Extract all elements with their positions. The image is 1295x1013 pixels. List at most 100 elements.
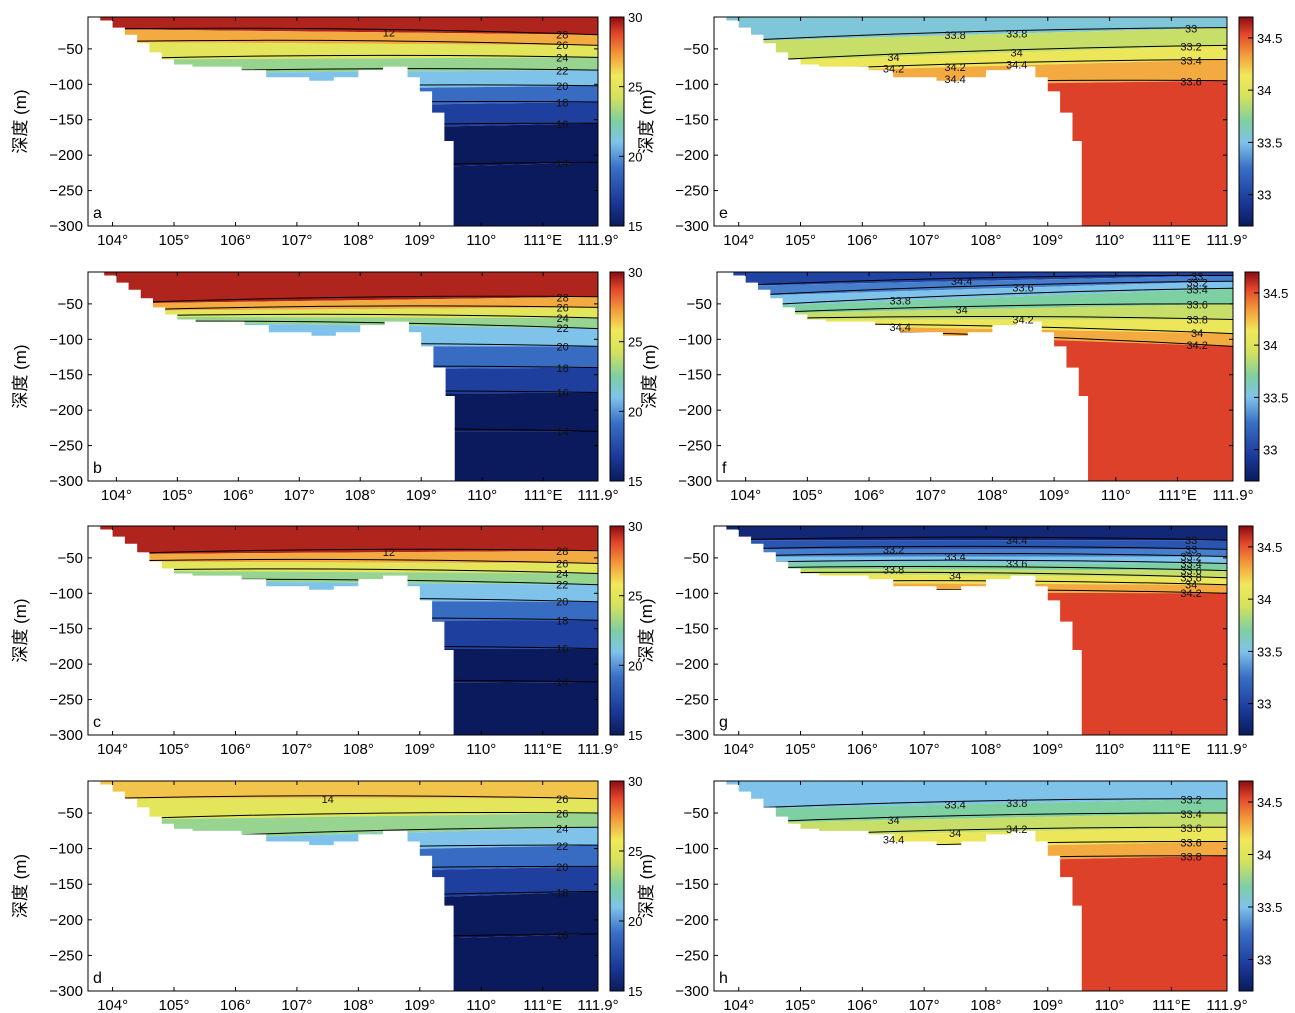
y-tick-label-b: −50 [58, 296, 83, 313]
y-tick-label-g: −100 [675, 585, 709, 602]
x-tick-label-g: 108° [970, 741, 1001, 758]
contour-label-f: 34.4 [951, 276, 972, 288]
contour-label-g: 34.2 [1180, 588, 1201, 600]
x-tick-label-h: 109° [1032, 997, 1063, 1013]
contour-label-h: 34.4 [883, 835, 904, 847]
contour-label-e: 34 [1011, 48, 1023, 60]
axes-frame-d [87, 780, 599, 992]
colorbar-a: 15 20 25 30 [609, 10, 642, 234]
contour-labels-h: 33.2 33.4 33.6 33.6 33.8 33.8 34 34 34.2 34.4 33.4 [883, 795, 1202, 864]
x-axis-d: 104° 105° 106° 107° 108° 109° 110° 111°E 111.9° [97, 781, 619, 1013]
y-tick-label-f: −250 [678, 438, 712, 455]
contour-label-g: 33.2 [1180, 551, 1201, 563]
panel-letter-c: c [93, 714, 101, 731]
y-tick-label-h: −200 [675, 912, 709, 929]
y-axis-label-d: 深度 (m) [11, 854, 30, 918]
band-e-0 [714, 17, 1227, 42]
contour-label-f: 34.2 [1186, 340, 1207, 352]
contour-label-c: 14 [556, 677, 568, 689]
colorbar-tick-label-b: 30 [628, 265, 642, 280]
contour-label-c: 18 [556, 615, 568, 627]
y-axis-label-a: 深度 (m) [11, 89, 30, 153]
y-tick-label-f: −50 [687, 296, 712, 313]
x-tick-label-e: 109° [1032, 232, 1063, 249]
contour-label-d: 22 [556, 841, 568, 853]
colorbar-tick-label-d: 15 [628, 984, 642, 999]
contour-line-f-2 [721, 287, 1233, 308]
band-b-7 [92, 392, 598, 432]
colorbar-e: 33 33.5 34 34.5 [1238, 16, 1282, 227]
contour-label-h: 33.6 [1180, 823, 1201, 835]
contour-label-h: 33.8 [1006, 798, 1027, 810]
contour-label-f: 34 [1191, 328, 1203, 340]
panel-letter-a: a [93, 205, 102, 222]
colorbar-tick-label-e: 33 [1257, 188, 1271, 203]
y-tick-label-b: −300 [49, 473, 83, 490]
axes-frame-e [713, 16, 1228, 227]
panel-letter-d: d [93, 970, 102, 987]
x-tick-label-b: 109° [406, 487, 437, 504]
colorbar-g: 33 33.5 34 34.5 [1238, 525, 1282, 736]
x-tick-label-b: 110° [467, 487, 497, 504]
contour-label-e: 34.2 [944, 62, 965, 74]
axes-frame-c [87, 525, 599, 736]
contour-label-g: 34 [949, 570, 961, 582]
colorbar-tick-label-b: 20 [628, 404, 642, 419]
x-tick-label-b: 106° [223, 487, 254, 504]
x-tick-label-d: 111°E [523, 997, 562, 1013]
y-tick-label-e: −50 [684, 41, 709, 58]
contour-line-a-1 [88, 39, 598, 46]
contour-label-a: 24 [556, 53, 568, 65]
contour-label-d: 16 [556, 930, 568, 942]
y-tick-label-c: −50 [58, 550, 83, 567]
x-tick-label-d: 105° [159, 997, 190, 1013]
contour-label-h: 34 [887, 815, 899, 827]
band-b-0 [92, 272, 598, 304]
band-h-5 [714, 855, 1227, 991]
contour-label-d: 20 [556, 862, 568, 874]
contour-label-e: 33.8 [944, 30, 965, 42]
contour-label-c: 22 [556, 580, 568, 592]
colorbar-tick-label-h: 33.5 [1257, 900, 1282, 915]
contour-label-d: 14 [322, 794, 334, 806]
y-axis-label-b: 深度 (m) [11, 344, 30, 408]
contour-label-b: 18 [556, 363, 568, 375]
band-b-3 [92, 316, 598, 329]
field-a [88, 17, 598, 226]
axes-frame-a [87, 16, 599, 227]
colorbar-tick-label-a: 20 [628, 149, 642, 164]
contour-label-d: 18 [556, 888, 568, 900]
contour-label-e: 33 [1185, 24, 1197, 36]
contour-label-e: 33.6 [1180, 76, 1201, 88]
x-axis-g: 104° 105° 106° 107° 108° 109° 110° 111°E 111.9° [723, 526, 1248, 758]
band-e-2 [714, 45, 1227, 74]
contour-label-c: 20 [556, 597, 568, 609]
colorbar-bar-h [1238, 780, 1254, 992]
contour-label-a: 28 [556, 29, 568, 41]
band-g-5 [714, 568, 1227, 578]
band-a-0 [88, 17, 598, 35]
colorbar-bar-a [609, 16, 625, 227]
panel-h: 33.2 33.4 33.6 33.6 33.8 33.8 34 34 34.2 34.4 33.4… [637, 780, 1282, 1013]
field-b [92, 272, 598, 481]
contour-line-g-2 [714, 552, 1227, 557]
colorbar-tick-label-c: 15 [628, 728, 642, 743]
x-tick-label-a: 106° [220, 232, 251, 249]
contour-label-g: 33.4 [944, 551, 965, 563]
x-tick-label-a: 111°E [523, 232, 562, 249]
colorbar-tick-label-c: 30 [628, 519, 642, 534]
contour-label-f: 33.4 [1186, 285, 1207, 297]
x-tick-label-h: 104° [723, 997, 754, 1013]
panel-f: 3333.233.433.633.83434.234.433.633.83434… [640, 271, 1288, 504]
y-axis-a: −50 −100 −150 −200 −250 −300 [49, 41, 598, 235]
y-tick-label-a: −250 [49, 183, 83, 200]
panel-letter-b: b [93, 460, 102, 477]
y-tick-label-a: −150 [49, 112, 83, 129]
x-tick-label-h: 106° [847, 997, 878, 1013]
contour-label-b: 20 [556, 341, 568, 353]
contour-label-a: 22 [556, 65, 568, 77]
contour-label-e: 34.4 [944, 74, 965, 86]
colorbar-bar-f [1244, 271, 1260, 482]
x-tick-label-e: 107° [909, 232, 940, 249]
x-tick-label-g: 109° [1032, 741, 1063, 758]
